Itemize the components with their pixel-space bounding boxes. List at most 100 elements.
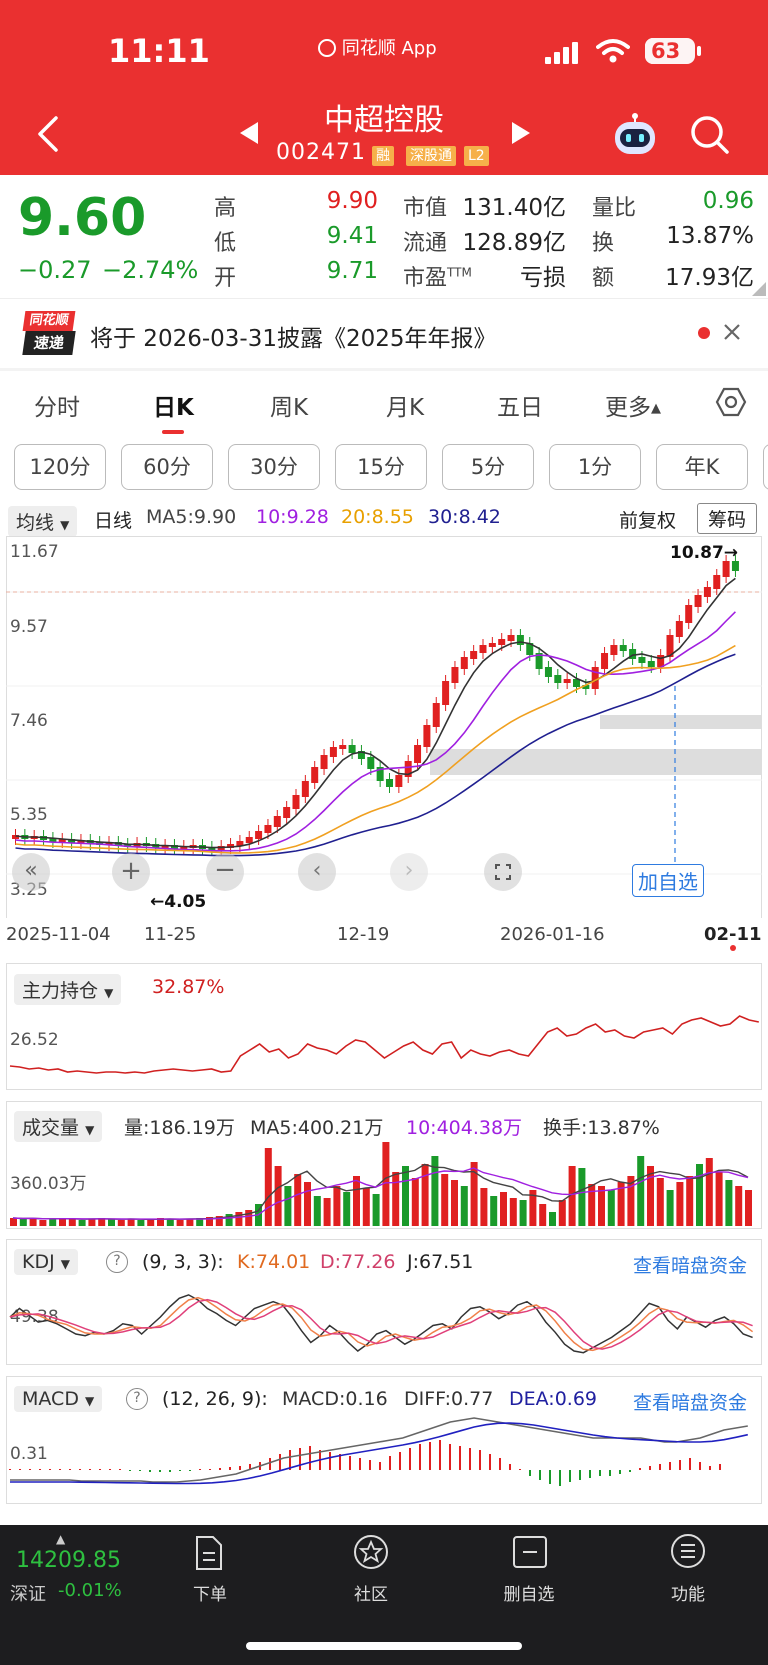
community-icon[interactable] xyxy=(352,1533,390,1571)
volume-bar xyxy=(362,1188,370,1226)
y-label-2: 9.57 xyxy=(10,617,48,637)
macd-help-icon[interactable]: ? xyxy=(126,1388,148,1410)
candle xyxy=(629,649,637,659)
interval-more-edge[interactable] xyxy=(763,444,768,490)
interval-120m[interactable]: 120分 xyxy=(14,444,106,490)
volume-bar xyxy=(725,1180,733,1226)
prev-stock-icon[interactable] xyxy=(238,120,260,146)
notice-text: 将于 2026-03-31披露《2025年年报》 xyxy=(90,326,497,352)
kdj-select[interactable]: KDJ ▼ xyxy=(14,1249,78,1275)
volume-bar xyxy=(382,1142,390,1226)
fullscreen-icon xyxy=(495,864,511,880)
latest-dot xyxy=(730,945,736,951)
interval-1m[interactable]: 1分 xyxy=(549,444,641,490)
candle xyxy=(694,595,702,607)
ma-select[interactable]: 均线 ▼ xyxy=(8,506,78,537)
pe-label: 市盈TTM xyxy=(403,260,472,292)
search-icon[interactable] xyxy=(690,115,730,155)
candle xyxy=(526,643,534,655)
volume-label: 成交量 xyxy=(22,1117,80,1139)
chart-zoom-in-button[interactable]: + xyxy=(112,853,150,891)
chart-prev-button[interactable]: ‹ xyxy=(298,853,336,891)
adjust-label[interactable]: 前复权 xyxy=(619,510,677,532)
app-logo-icon xyxy=(318,39,336,57)
candle xyxy=(507,635,515,641)
chart-next-button[interactable]: › xyxy=(390,853,428,891)
volume-bar xyxy=(333,1186,341,1226)
chip-button[interactable]: 筹码 xyxy=(697,503,758,534)
nav-order[interactable]: 下单 xyxy=(193,1585,227,1605)
main-position-select[interactable]: 主力持仓 ▼ xyxy=(14,974,122,1005)
candle xyxy=(657,655,665,667)
ma-line xyxy=(15,577,736,849)
tab-weekly[interactable]: 周K xyxy=(270,395,309,421)
candle xyxy=(180,846,188,849)
remove-watch-icon[interactable] xyxy=(512,1535,548,1569)
candle xyxy=(460,657,468,669)
volume-bar xyxy=(235,1212,243,1226)
volume-bar xyxy=(274,1166,282,1226)
expand-corner-icon[interactable] xyxy=(752,282,766,296)
add-watch-button[interactable]: 加自选 xyxy=(632,864,704,897)
volume-bar xyxy=(637,1156,645,1226)
tab-five-day[interactable]: 五日 xyxy=(497,395,543,421)
volume-bar xyxy=(715,1172,723,1226)
candle xyxy=(255,831,263,839)
interval-60m[interactable]: 60分 xyxy=(121,444,213,490)
interval-30m[interactable]: 30分 xyxy=(228,444,320,490)
kdj-dark-pool-link[interactable]: 查看暗盘资金 xyxy=(633,1255,748,1277)
next-stock-icon[interactable] xyxy=(510,120,532,146)
volume-value: 量:186.19万 xyxy=(124,1117,235,1139)
candle xyxy=(329,747,337,757)
kdj-y-label: 49.38 xyxy=(10,1307,59,1327)
ma-select-label: 均线 xyxy=(16,512,55,534)
volume-bar xyxy=(127,1219,135,1226)
nav-remove-watch[interactable]: 删自选 xyxy=(503,1585,555,1605)
index-value[interactable]: 14209.85 xyxy=(16,1548,121,1573)
interval-15m[interactable]: 15分 xyxy=(335,444,427,490)
settings-icon[interactable] xyxy=(715,386,747,418)
volume-bar xyxy=(147,1219,155,1226)
volume-bar xyxy=(78,1220,86,1226)
tab-daily[interactable]: 日K xyxy=(153,395,194,421)
tab-intraday[interactable]: 分时 xyxy=(34,395,80,421)
robot-assistant-icon[interactable] xyxy=(612,112,658,156)
notice-unread-dot xyxy=(698,327,710,339)
macd-chart xyxy=(9,1417,748,1486)
candle xyxy=(58,839,66,842)
interval-5m[interactable]: 5分 xyxy=(442,444,534,490)
notice-bar[interactable]: 同花顺 速递 将于 2026-03-31披露《2025年年报》 xyxy=(0,298,768,368)
menu-icon[interactable] xyxy=(670,1533,706,1569)
macd-dark-pool-link[interactable]: 查看暗盘资金 xyxy=(633,1392,748,1414)
nav-community[interactable]: 社区 xyxy=(354,1585,388,1605)
candle xyxy=(488,643,496,647)
volume-bar xyxy=(225,1214,233,1226)
volume-bar xyxy=(294,1174,302,1226)
chart-zoom-out-button[interactable]: − xyxy=(206,853,244,891)
battery-level: 63 xyxy=(651,39,681,63)
chart-fullscreen-button[interactable] xyxy=(484,853,522,891)
candle xyxy=(395,775,403,787)
back-icon[interactable] xyxy=(36,115,60,153)
nav-functions[interactable]: 功能 xyxy=(671,1585,705,1605)
volume-select[interactable]: 成交量 ▼ xyxy=(14,1111,103,1142)
kline-panel xyxy=(6,536,762,956)
candle xyxy=(301,781,309,797)
tab-more[interactable]: 更多▲ xyxy=(605,388,661,422)
volume-bar xyxy=(539,1204,547,1226)
candle xyxy=(386,779,393,787)
volume-bar xyxy=(402,1166,409,1226)
tab-monthly[interactable]: 月K xyxy=(386,395,425,421)
period-label: 日线 xyxy=(94,510,133,532)
kdj-help-icon[interactable]: ? xyxy=(106,1251,128,1273)
volume-bar xyxy=(264,1148,272,1226)
order-icon[interactable] xyxy=(193,1535,225,1571)
chart-left-shift-button[interactable]: « xyxy=(12,853,50,891)
macd-select[interactable]: MACD ▼ xyxy=(14,1386,103,1412)
kdj-k: K:74.01 xyxy=(237,1251,311,1273)
close-icon[interactable] xyxy=(723,323,741,341)
kdj-params: (9, 3, 3): xyxy=(142,1251,224,1273)
dropdown-icon: ▼ xyxy=(60,518,70,532)
interval-year[interactable]: 年K xyxy=(656,444,748,490)
volume-bar xyxy=(245,1210,253,1226)
